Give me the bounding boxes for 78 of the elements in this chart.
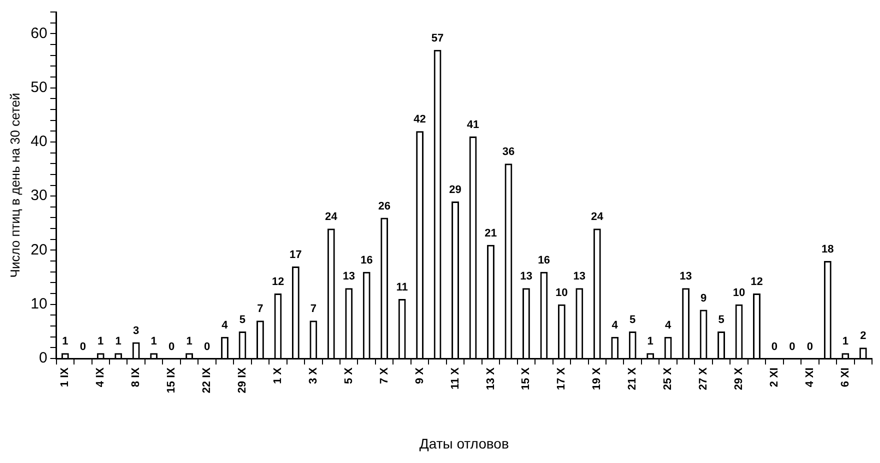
- data-label: 4: [222, 319, 229, 332]
- x-tick-label: 8 IX: [130, 366, 142, 388]
- data-label: 13: [520, 270, 532, 283]
- data-label: 1: [842, 336, 848, 348]
- data-label: 1: [647, 336, 654, 348]
- data-label: 13: [573, 270, 586, 283]
- x-tick-label: 2 XI: [768, 368, 780, 388]
- x-tick-label: 29 IX: [236, 366, 249, 394]
- data-label: 4: [665, 319, 672, 332]
- x-tick-label: 29 X: [733, 366, 746, 390]
- x-tick-label: 5 X: [342, 366, 355, 384]
- data-label: 4: [612, 319, 619, 332]
- x-tick-label: 17 X: [556, 366, 568, 390]
- data-label: 41: [466, 119, 480, 132]
- data-label: 5: [630, 314, 636, 326]
- data-label: 0: [80, 341, 86, 354]
- x-tick-label: 1 X: [272, 366, 284, 384]
- y-tick-label: 30: [30, 187, 48, 204]
- x-tick-label: 7 X: [378, 366, 390, 384]
- data-label: 12: [272, 276, 284, 288]
- data-label: 1: [115, 336, 122, 348]
- data-label: 36: [502, 146, 515, 158]
- data-label: 5: [239, 314, 246, 326]
- x-tick-label: 19 X: [591, 366, 604, 390]
- data-label: 12: [750, 276, 763, 288]
- x-tick-label: 25 X: [662, 366, 674, 390]
- data-label: 5: [718, 314, 724, 326]
- x-tick-label: 6 XI: [839, 368, 852, 388]
- data-label: 0: [789, 341, 796, 354]
- x-axis-title: Даты отловов: [419, 435, 509, 452]
- data-label: 42: [414, 114, 426, 126]
- data-label: 57: [431, 32, 444, 44]
- data-label: 1: [98, 336, 104, 348]
- data-label: 0: [771, 341, 778, 354]
- y-tick-label: 60: [30, 24, 48, 42]
- y-tick-label: 50: [30, 78, 48, 96]
- data-label: 7: [310, 303, 316, 316]
- data-label: 3: [133, 324, 140, 337]
- data-label: 1: [186, 336, 192, 348]
- data-label: 13: [342, 270, 356, 283]
- data-label: 0: [806, 341, 813, 354]
- x-tick-label: 22 IX: [201, 366, 214, 394]
- x-tick-label: 15 X: [520, 366, 532, 390]
- data-label: 13: [680, 270, 692, 283]
- x-tick-label: 4 IX: [94, 366, 107, 388]
- x-tick-label: 15 IX: [166, 366, 178, 394]
- x-tick-label: 1 IX: [59, 366, 72, 388]
- data-label: 11: [396, 281, 408, 294]
- data-label: 24: [325, 211, 338, 224]
- data-label: 29: [449, 184, 462, 196]
- data-label: 10: [556, 286, 568, 299]
- data-label: 26: [378, 200, 390, 212]
- data-label: 1: [150, 336, 157, 348]
- y-tick-label: 0: [38, 350, 48, 367]
- x-tick-label: 9 X: [414, 366, 426, 384]
- data-label: 10: [732, 286, 746, 299]
- data-label: 18: [822, 244, 834, 256]
- x-tick-label: 13 X: [484, 366, 497, 390]
- x-tick-label: 11 X: [449, 366, 462, 390]
- x-tick-label: 3 X: [307, 366, 320, 384]
- data-label: 2: [860, 330, 866, 342]
- x-tick-label: 4 XI: [804, 368, 816, 388]
- data-label: 16: [360, 254, 373, 266]
- y-axis-title: Число птиц в день на 30 сетей: [7, 92, 22, 278]
- data-label: 17: [290, 249, 302, 262]
- x-tick-label: 21 X: [626, 366, 639, 390]
- data-label: 24: [591, 211, 604, 224]
- data-label: 9: [700, 292, 707, 304]
- data-label: 21: [484, 227, 497, 240]
- data-label: 1: [62, 336, 68, 348]
- y-tick-label: 20: [30, 241, 48, 258]
- data-label: 16: [538, 254, 550, 266]
- data-label: 0: [168, 341, 175, 354]
- y-tick-label: 40: [30, 133, 48, 150]
- x-tick-label: 27 X: [698, 366, 710, 390]
- data-label: 0: [204, 341, 210, 354]
- data-label: 7: [257, 303, 264, 316]
- y-tick-label: 10: [30, 296, 48, 313]
